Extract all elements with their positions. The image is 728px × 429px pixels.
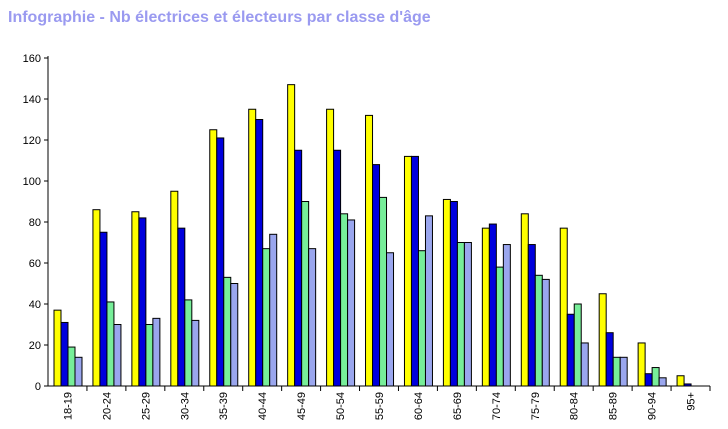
bar-70-74-s2	[488, 223, 497, 387]
y-tick-label-120: 120	[23, 135, 41, 147]
bar-70-74-s4	[502, 244, 511, 387]
x-tick-label-25-29: 25-29	[140, 392, 152, 420]
bar-80-84-s3	[573, 303, 582, 387]
bar-20-24-s2	[99, 231, 108, 387]
bar-75-79-s4	[541, 278, 550, 387]
bar-18-19-s2	[60, 321, 69, 387]
x-tick-label-35-39: 35-39	[218, 392, 230, 420]
bar-18-19-s1	[53, 309, 62, 387]
bar-30-34-s4	[191, 319, 200, 387]
bar-65-69-s2	[449, 201, 458, 387]
bar-90-94-s2	[644, 373, 653, 387]
bar-60-64-s4	[424, 215, 433, 387]
x-tick-label-50-54: 50-54	[335, 392, 347, 420]
chart-title: Infographie - Nb électrices et électeurs…	[8, 9, 431, 26]
bar-80-84-s2	[566, 313, 575, 387]
bar-35-39-s2	[216, 137, 225, 387]
bar-20-24-s1	[92, 209, 101, 387]
bar-25-29-s3	[145, 324, 154, 387]
y-tick-label-80: 80	[29, 217, 41, 229]
bar-65-69-s1	[442, 198, 451, 387]
x-tick-label-45-49: 45-49	[296, 392, 308, 420]
bar-90-94-s4	[658, 377, 667, 387]
x-tick-label-20-24: 20-24	[101, 392, 113, 420]
bar-60-64-s1	[403, 155, 412, 387]
bar-75-79-s3	[534, 274, 543, 387]
axes-layer	[47, 56, 710, 387]
y-tick-label-60: 60	[29, 258, 41, 270]
y-tick-label-140: 140	[23, 94, 41, 106]
y-tick-label-40: 40	[29, 299, 41, 311]
bar-90-94-s1	[637, 342, 646, 387]
bar-35-39-s1	[209, 129, 218, 387]
bar-85-89-s3	[612, 356, 621, 387]
x-tick-label-80-84: 80-84	[569, 392, 581, 420]
bar-80-84-s4	[580, 342, 589, 387]
bar-40-44-s2	[255, 119, 264, 387]
x-tick-label-30-34: 30-34	[179, 392, 191, 420]
bar-55-59-s2	[372, 164, 381, 387]
bars-layer	[53, 84, 692, 387]
x-tick-label-60-64: 60-64	[413, 392, 425, 420]
bar-25-29-s1	[131, 211, 140, 387]
bar-65-69-s4	[463, 242, 472, 387]
bar-18-19-s3	[67, 346, 76, 387]
x-tick-label-85-89: 85-89	[608, 392, 620, 420]
bar-50-54-s3	[340, 213, 349, 387]
bar-85-89-s2	[605, 332, 614, 387]
bar-50-54-s2	[333, 149, 342, 387]
bar-70-74-s3	[495, 266, 504, 387]
bar-40-44-s1	[248, 108, 257, 387]
bar-25-29-s4	[152, 317, 161, 387]
bar-18-19-s4	[74, 356, 83, 387]
bar-40-44-s3	[262, 248, 271, 387]
y-tick-label-160: 160	[23, 53, 41, 65]
x-tick-label-18-19: 18-19	[62, 392, 74, 420]
x-tick-label-90-94: 90-94	[647, 392, 659, 420]
bar-65-69-s3	[456, 242, 465, 387]
bar-20-24-s3	[106, 301, 115, 387]
bar-50-54-s4	[347, 219, 356, 387]
x-tick-label-75-79: 75-79	[530, 392, 542, 420]
x-tick-label-40-44: 40-44	[257, 392, 269, 420]
bar-45-49-s4	[308, 248, 317, 387]
x-tick-label-95+: 95+	[686, 392, 698, 411]
bar-25-29-s2	[138, 217, 147, 387]
bar-35-39-s3	[223, 276, 232, 387]
ticks-layer: 0 20 40 60 80 100 120 140 160 18-19 20-24 25-29 30-3…	[23, 53, 711, 420]
bar-55-59-s1	[365, 114, 374, 387]
bar-35-39-s4	[230, 283, 239, 387]
y-tick-label-100: 100	[23, 176, 41, 188]
bar-20-24-s4	[113, 324, 122, 387]
bar-95+-s1	[676, 375, 685, 387]
bar-60-64-s3	[417, 250, 426, 387]
bar-75-79-s1	[520, 213, 529, 387]
bar-45-49-s2	[294, 149, 303, 387]
bar-40-44-s4	[269, 233, 278, 387]
y-tick-label-20: 20	[29, 340, 41, 352]
y-tick-label-0: 0	[35, 381, 41, 393]
bar-85-89-s1	[598, 293, 607, 387]
bar-85-89-s4	[619, 356, 628, 387]
x-tick-label-55-59: 55-59	[374, 392, 386, 420]
bar-55-59-s4	[386, 252, 395, 387]
bar-30-34-s2	[177, 227, 186, 387]
x-tick-label-65-69: 65-69	[452, 392, 464, 420]
bar-55-59-s3	[379, 196, 388, 387]
bar-60-64-s2	[410, 155, 419, 387]
bar-90-94-s3	[651, 367, 660, 387]
x-tick-label-70-74: 70-74	[491, 392, 503, 420]
bar-30-34-s1	[170, 190, 179, 387]
bar-45-49-s1	[287, 84, 296, 387]
bar-30-34-s3	[184, 299, 193, 387]
bar-70-74-s1	[481, 227, 490, 387]
bar-80-84-s1	[559, 227, 568, 387]
bar-45-49-s3	[301, 201, 310, 387]
bar-75-79-s2	[527, 244, 536, 387]
bar-50-54-s1	[326, 108, 335, 387]
